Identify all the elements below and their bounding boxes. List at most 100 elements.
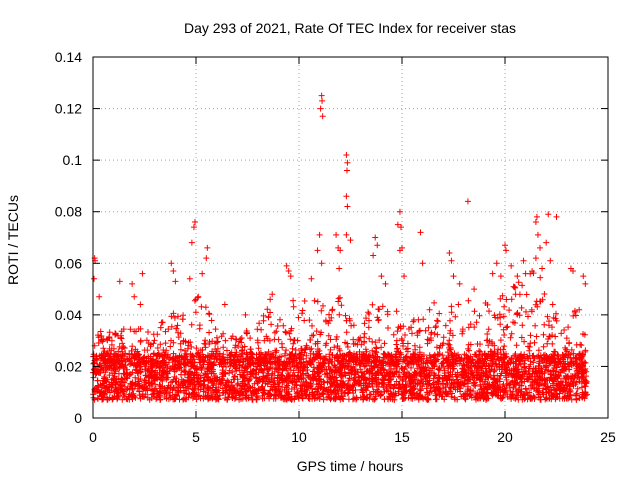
roti-outlier-point: [417, 229, 424, 236]
roti-outlier-point: [493, 260, 500, 267]
roti-outlier-point: [333, 231, 340, 238]
y-tick-label: 0.14: [55, 49, 82, 65]
y-tick-label: 0: [74, 410, 82, 426]
roti-outlier-point: [456, 280, 463, 287]
roti-outlier-point: [139, 270, 146, 277]
x-tick-label: 0: [89, 429, 97, 445]
roti-outlier-point: [191, 219, 198, 226]
y-tick-label: 0.12: [55, 101, 82, 117]
roti-outlier-point: [199, 270, 206, 277]
roti-outlier-point: [283, 262, 290, 269]
x-tick-label: 25: [600, 429, 616, 445]
chart-title: Day 293 of 2021, Rate Of TEC Index for r…: [184, 20, 516, 36]
roti-outlier-point: [308, 275, 315, 282]
y-tick-label: 0.06: [55, 255, 82, 271]
roti-outlier-point: [372, 234, 379, 241]
y-tick-label: 0.04: [55, 307, 82, 323]
roti-outlier-point: [190, 224, 197, 231]
roti-outlier-point: [450, 273, 457, 280]
roti-outlier-point: [569, 268, 576, 275]
roti-outlier-point: [204, 244, 211, 251]
y-axis-label: ROTI / TECUs: [5, 195, 21, 285]
roti-outlier-point: [203, 255, 210, 262]
roti-point-cloud: [90, 268, 590, 403]
roti-outlier-point: [534, 231, 541, 238]
roti-outlier-point: [316, 231, 323, 238]
roti-outlier-point: [337, 247, 344, 254]
roti-outlier-point: [394, 221, 401, 228]
roti-outlier-point: [576, 306, 583, 313]
roti-outlier-point: [287, 273, 294, 280]
roti-outlier-point: [508, 262, 515, 269]
x-tick-label: 5: [192, 429, 200, 445]
roti-outlier-point: [318, 92, 325, 99]
y-tick-label: 0.08: [55, 204, 82, 220]
roti-outlier-point: [319, 113, 326, 120]
roti-outlier-point: [446, 249, 453, 256]
plot-frame: [92, 56, 609, 419]
roti-outlier-point: [91, 275, 98, 282]
roti-outlier-point: [343, 167, 350, 174]
roti-outlier-point: [344, 159, 351, 166]
roti-outlier-point: [401, 273, 408, 280]
roti-outlier-point: [129, 280, 136, 287]
roti-outlier-point: [582, 280, 589, 287]
roti-outlier-point: [336, 265, 343, 272]
roti-outlier-point: [522, 270, 529, 277]
roti-outlier-point: [532, 255, 539, 262]
roti-outlier-point: [131, 293, 138, 300]
roti-outlier-point: [396, 247, 403, 254]
roti-outlier-point: [370, 252, 377, 259]
roti-outlier-point: [343, 193, 350, 200]
roti-outlier-point: [543, 239, 550, 246]
roti-outlier-point: [221, 301, 228, 308]
roti-outlier-point: [503, 247, 510, 254]
roti-outlier-point: [547, 257, 554, 264]
roti-outlier-point: [532, 219, 539, 226]
roti-outlier-point: [419, 260, 426, 267]
roti-outlier-point: [344, 203, 351, 210]
roti-outlier-point: [502, 242, 508, 249]
roti-outlier-point: [96, 293, 103, 300]
x-tick-label: 20: [497, 429, 513, 445]
roti-outlier-point: [537, 244, 544, 251]
roti-outlier-point: [489, 270, 496, 277]
roti-outlier-point: [374, 242, 381, 249]
roti-outlier-point: [170, 268, 177, 275]
roti-outlier-point: [314, 247, 321, 254]
roti-outlier-point: [116, 278, 123, 285]
roti-outlier-point: [448, 257, 455, 264]
roti-outlier-point: [172, 278, 179, 285]
roti-outlier-point: [497, 273, 504, 280]
x-tick-label: 10: [291, 429, 307, 445]
roti-outlier-point: [318, 260, 325, 267]
roti-outlier-point: [580, 273, 587, 280]
roti-outlier-point: [317, 105, 324, 112]
x-axis-label: GPS time / hours: [297, 458, 404, 474]
roti-outlier-point: [397, 224, 404, 231]
roti-outlier-point: [269, 291, 276, 298]
y-tick-label: 0.1: [63, 152, 83, 168]
roti-outlier-point: [242, 311, 249, 318]
roti-outlier-point: [545, 211, 552, 218]
roti-outlier-point: [539, 265, 546, 272]
x-tick-label: 15: [394, 429, 410, 445]
roti-outlier-point: [520, 257, 527, 264]
roti-outlier-point: [378, 273, 385, 280]
roti-outlier-point: [168, 260, 175, 267]
axis-tick-labels: 0 0.02 0.04 0.06 0.08 0.1 0.12 0.14 0 5 10 15 20 25: [55, 49, 616, 445]
roti-outlier-point: [514, 273, 521, 280]
roti-outlier-point: [396, 208, 403, 215]
y-tick-label: 0.02: [55, 358, 82, 374]
data-points: [90, 92, 590, 403]
roti-outlier-point: [137, 301, 144, 308]
roti-outlier-point: [188, 239, 195, 246]
roti-outlier-point: [471, 286, 478, 293]
roti-outlier-point: [382, 280, 389, 287]
axis-ticks: [92, 56, 609, 419]
roti-outlier-point: [347, 237, 354, 244]
roti-outlier-point: [464, 198, 471, 205]
roti-outlier-point: [343, 151, 350, 158]
roti-outlier-point: [533, 213, 540, 220]
